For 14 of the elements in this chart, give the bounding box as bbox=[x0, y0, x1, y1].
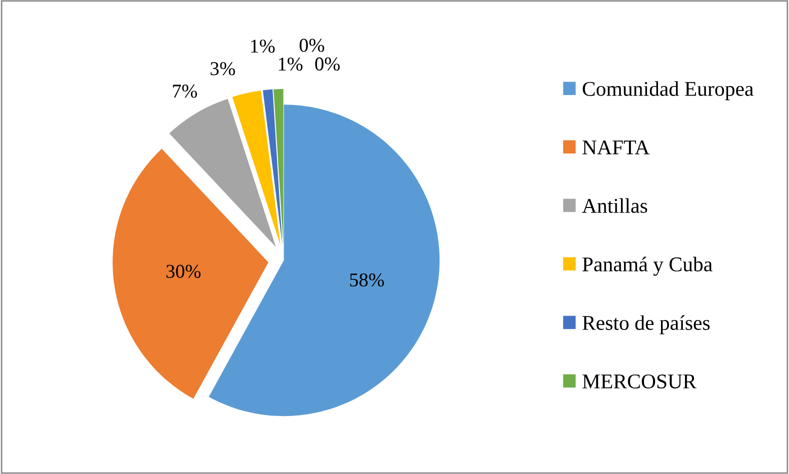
legend-label: Panamá y Cuba bbox=[582, 256, 712, 276]
text: 0% bbox=[300, 38, 324, 52]
legend-label: Comunidad Europea bbox=[582, 81, 754, 100]
data-label: 7% bbox=[173, 84, 198, 98]
data-label: 58% bbox=[350, 273, 384, 287]
text: 0% bbox=[315, 57, 340, 71]
data-label: 3% bbox=[210, 62, 235, 76]
data-label: 1% bbox=[251, 40, 275, 53]
legend-label: NAFTA bbox=[582, 140, 650, 154]
data-label: 30% bbox=[166, 264, 201, 278]
legend-label: Resto de países bbox=[582, 315, 710, 334]
legend-label: Antillas bbox=[582, 198, 648, 213]
legend-label: MERCOSUR bbox=[582, 374, 696, 388]
data-label: 1% bbox=[278, 58, 302, 71]
